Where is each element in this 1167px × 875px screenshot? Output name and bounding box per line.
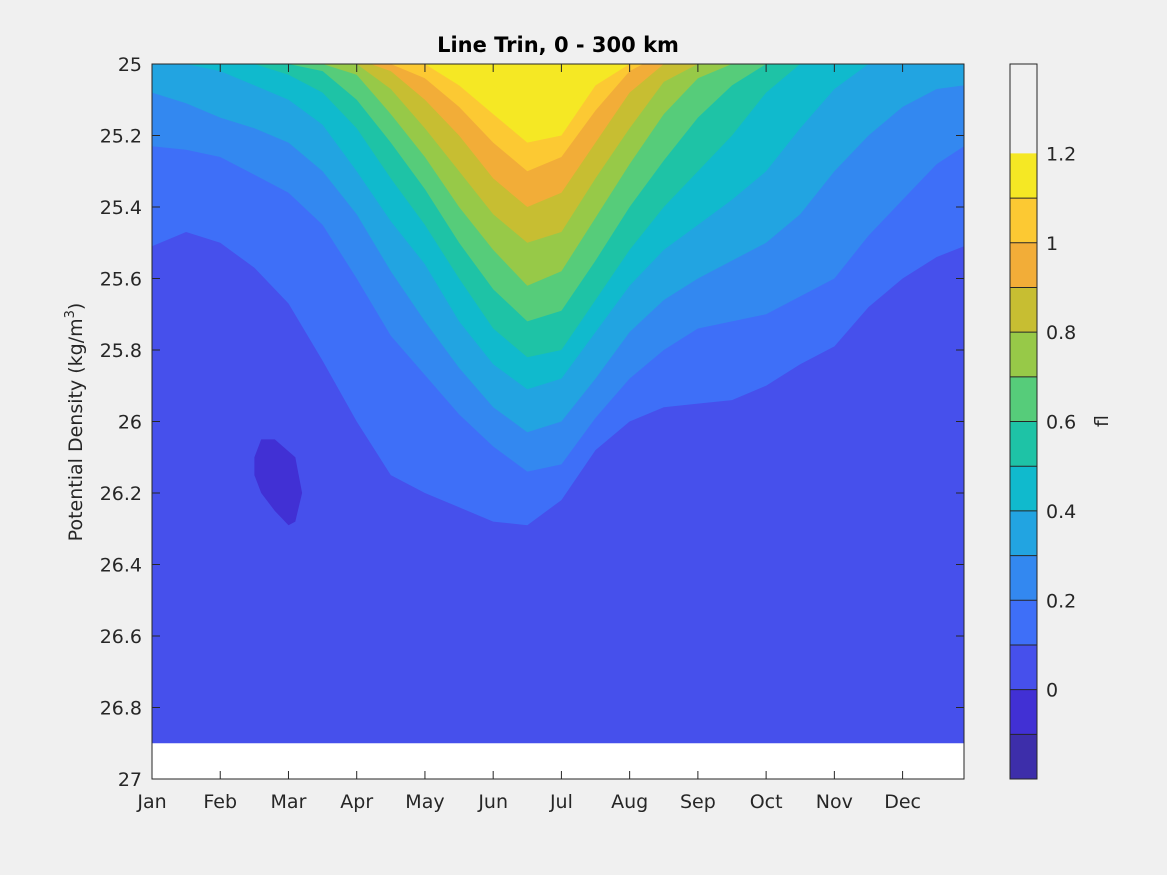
colorbar-swatch <box>1010 510 1037 556</box>
colorbar-swatch <box>1010 153 1037 199</box>
colorbar-tick-label: 0.8 <box>1046 322 1076 344</box>
colorbar: 0 0.2 0.4 0.6 0.8 1 1.2 fl <box>1009 63 1113 780</box>
colorbar-tick-label: 0.6 <box>1046 412 1076 434</box>
colorbar-swatch <box>1010 198 1037 243</box>
y-tick-label: 25.6 <box>100 269 142 291</box>
y-tick-label: 26.8 <box>100 698 142 720</box>
colorbar-tick-label: 0.4 <box>1046 501 1076 523</box>
colorbar-swatch <box>1010 421 1037 467</box>
colorbar-swatch <box>1010 555 1037 601</box>
x-tick-label: Aug <box>611 791 648 813</box>
colorbar-tick-label: 1.2 <box>1046 143 1076 165</box>
y-axis-label-close: ) <box>65 303 87 310</box>
plot-area <box>151 63 965 780</box>
x-tick-label: Jul <box>549 791 573 813</box>
colorbar-swatch <box>1010 376 1037 422</box>
colorbar-swatch <box>1010 466 1037 511</box>
contour-local-minimum <box>254 439 303 526</box>
y-tick-label: 26.4 <box>100 555 142 577</box>
y-axis-label-superscript: 3 <box>63 310 78 318</box>
x-tick-labels: Jan Feb Mar Apr May Jun Jul Aug Sep Oct Nov Dec <box>136 791 921 813</box>
colorbar-swatch <box>1010 600 1037 645</box>
x-tick-label: Nov <box>816 791 853 813</box>
y-tick-label: 26.2 <box>100 483 142 505</box>
colorbar-swatch <box>1010 332 1037 377</box>
colorbar-tick-label: 1 <box>1046 233 1058 255</box>
contour-band-11 <box>465 64 616 115</box>
colorbar-tick-label: 0.2 <box>1046 590 1076 612</box>
y-tick-labels: 25 25.2 25.4 25.6 25.8 26 26.2 26.4 26.6 26.8 27 <box>100 54 142 791</box>
x-tick-label: Oct <box>750 791 783 813</box>
colorbar-ticks: 0 0.2 0.4 0.6 0.8 1 1.2 <box>1046 143 1076 701</box>
colorbar-swatch <box>1010 734 1037 779</box>
contour-band-12 <box>513 64 582 72</box>
colorbar-swatch <box>1010 689 1037 735</box>
colorbar-swatches <box>1010 153 1037 779</box>
colorbar-frame <box>1009 63 1038 780</box>
x-tick-label: Jun <box>477 791 508 813</box>
y-tick-label: 25.2 <box>100 126 142 148</box>
colorbar-swatch <box>1010 287 1037 333</box>
colorbar-label: fl <box>1091 415 1113 427</box>
y-axis-label-main: Potential Density (kg/m <box>65 318 87 541</box>
x-tick-label: May <box>405 791 444 813</box>
colorbar-tick-label: 0 <box>1046 680 1058 702</box>
x-tick-label: Dec <box>884 791 921 813</box>
y-tick-label: 27 <box>118 769 142 791</box>
x-tick-label: Feb <box>203 791 237 813</box>
x-tick-label: Mar <box>271 791 307 813</box>
x-tick-label: Apr <box>340 791 373 813</box>
x-tick-label: Jan <box>136 791 166 813</box>
contour-layer <box>152 64 964 744</box>
chart-title: Line Trin, 0 - 300 km <box>437 33 679 57</box>
colorbar-swatch <box>1010 242 1037 288</box>
y-tick-label: 26 <box>118 412 142 434</box>
y-tick-label: 25.4 <box>100 197 142 219</box>
colorbar-swatch <box>1010 644 1037 690</box>
y-tick-label: 25.8 <box>100 340 142 362</box>
y-tick-label: 26.6 <box>100 626 142 648</box>
y-tick-label: 25 <box>118 54 142 76</box>
y-axis-label: Potential Density (kg/m3) <box>63 303 87 542</box>
plot-frame <box>151 63 965 780</box>
x-tick-label: Sep <box>680 791 716 813</box>
